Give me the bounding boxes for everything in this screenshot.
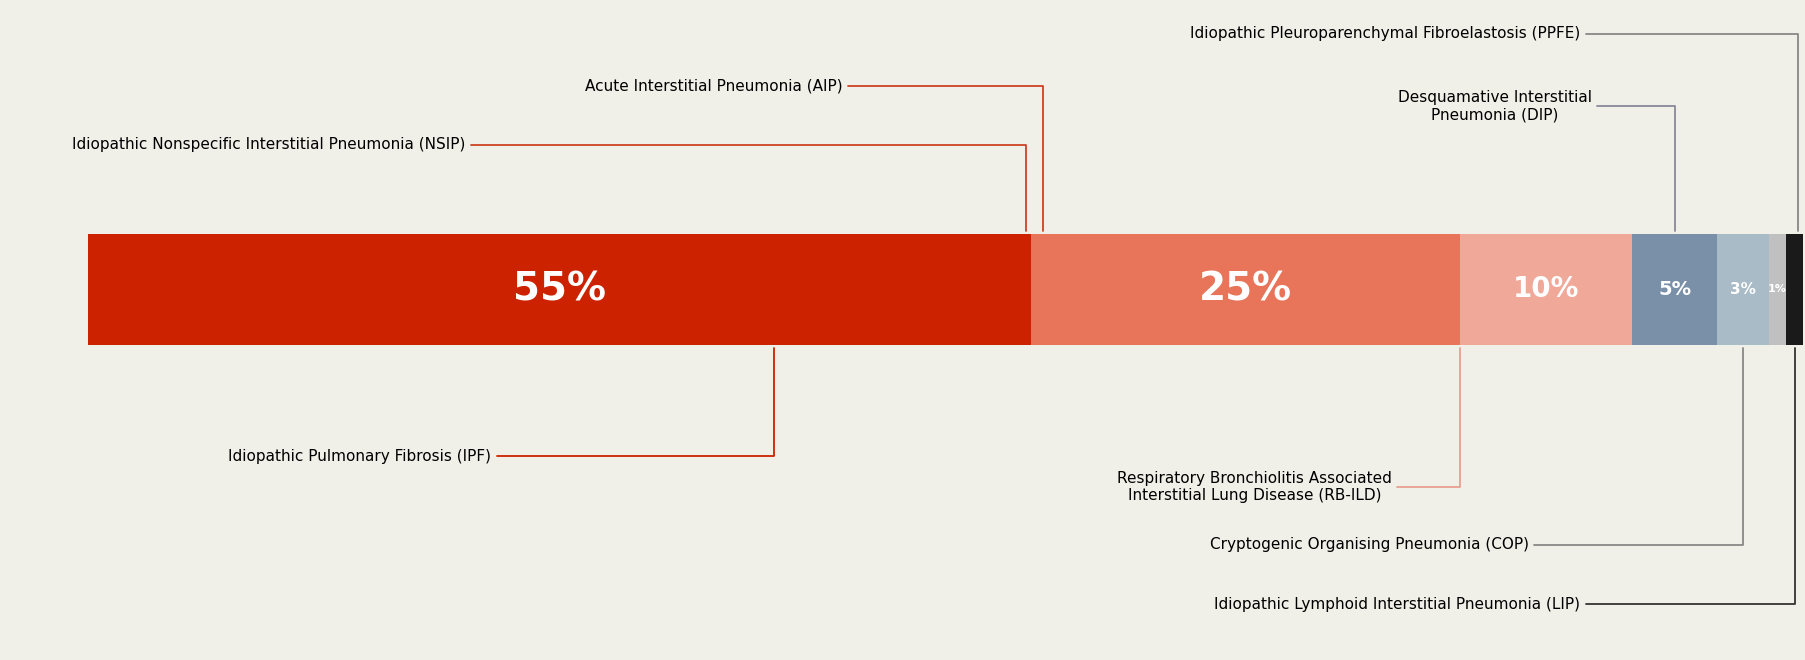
FancyBboxPatch shape (1717, 234, 1767, 345)
Text: 3%: 3% (1729, 282, 1754, 297)
Text: Acute Interstitial Pneumonia (AIP): Acute Interstitial Pneumonia (AIP) (585, 78, 1043, 231)
FancyBboxPatch shape (1460, 234, 1632, 345)
Text: 55%: 55% (513, 271, 606, 308)
Text: Cryptogenic Organising Pneumonia (COP): Cryptogenic Organising Pneumonia (COP) (1209, 348, 1742, 552)
Text: Respiratory Bronchiolitis Associated
Interstitial Lung Disease (RB-ILD): Respiratory Bronchiolitis Associated Int… (1115, 348, 1460, 503)
FancyBboxPatch shape (1031, 234, 1460, 345)
FancyBboxPatch shape (1785, 234, 1801, 345)
FancyBboxPatch shape (88, 234, 1031, 345)
Text: Desquamative Interstitial
Pneumonia (DIP): Desquamative Interstitial Pneumonia (DIP… (1397, 90, 1673, 231)
Text: 10%: 10% (1513, 275, 1578, 304)
Text: Idiopathic Pleuroparenchymal Fibroelastosis (PPFE): Idiopathic Pleuroparenchymal Fibroelasto… (1189, 26, 1798, 231)
Text: 5%: 5% (1657, 280, 1689, 299)
FancyBboxPatch shape (1767, 234, 1785, 345)
Text: Idiopathic Lymphoid Interstitial Pneumonia (LIP): Idiopathic Lymphoid Interstitial Pneumon… (1213, 348, 1794, 612)
Text: Idiopathic Pulmonary Fibrosis (IPF): Idiopathic Pulmonary Fibrosis (IPF) (227, 348, 774, 463)
Text: Idiopathic Nonspecific Interstitial Pneumonia (NSIP): Idiopathic Nonspecific Interstitial Pneu… (72, 137, 1025, 231)
Text: 25%: 25% (1199, 271, 1292, 308)
Text: 1%: 1% (1767, 284, 1785, 294)
FancyBboxPatch shape (1632, 234, 1717, 345)
